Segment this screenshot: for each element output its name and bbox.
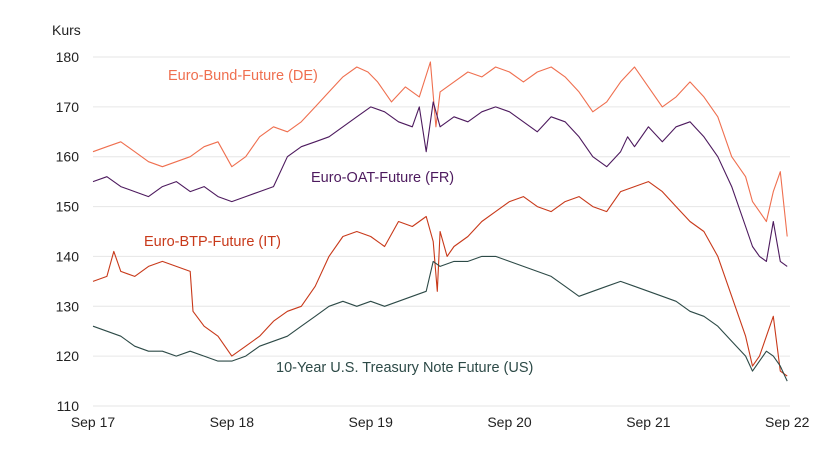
- series-label-de: Euro-Bund-Future (DE): [168, 68, 318, 84]
- series-line-3: [92, 181, 788, 377]
- series-line-1: [92, 61, 788, 237]
- series-label-us: 10-Year U.S. Treasury Note Future (US): [276, 360, 533, 376]
- series-lines: [92, 61, 788, 382]
- x-tick-label: Sep 18: [210, 414, 255, 430]
- y-axis-label: Kurs: [52, 22, 81, 38]
- x-tick-label: Sep 21: [626, 414, 671, 430]
- y-tick-label: 180: [56, 49, 80, 65]
- y-tick-label: 140: [56, 248, 80, 264]
- y-tick-label: 130: [56, 298, 80, 314]
- series-label-it: Euro-BTP-Future (IT): [144, 234, 281, 250]
- series-line-2: [92, 101, 788, 267]
- x-tick-label: Sep 19: [349, 414, 394, 430]
- series-line-4: [92, 255, 788, 382]
- y-tick-label: 170: [56, 99, 80, 115]
- x-axis-ticks: Sep 17 Sep 18 Sep 19 Sep 20 Sep 21 Sep 22: [71, 414, 810, 430]
- grid-lines: [93, 56, 790, 407]
- series-label-fr: Euro-OAT-Future (FR): [311, 170, 454, 186]
- y-tick-label: 120: [56, 348, 80, 364]
- y-tick-label: 160: [56, 149, 80, 165]
- y-axis-ticks: 180 170 160 150 140 130 120 110: [56, 49, 80, 414]
- x-tick-label: Sep 22: [765, 414, 810, 430]
- y-tick-label: 150: [56, 199, 80, 215]
- y-tick-label: 110: [57, 398, 80, 414]
- x-tick-label: Sep 17: [71, 414, 116, 430]
- x-tick-label: Sep 20: [487, 414, 532, 430]
